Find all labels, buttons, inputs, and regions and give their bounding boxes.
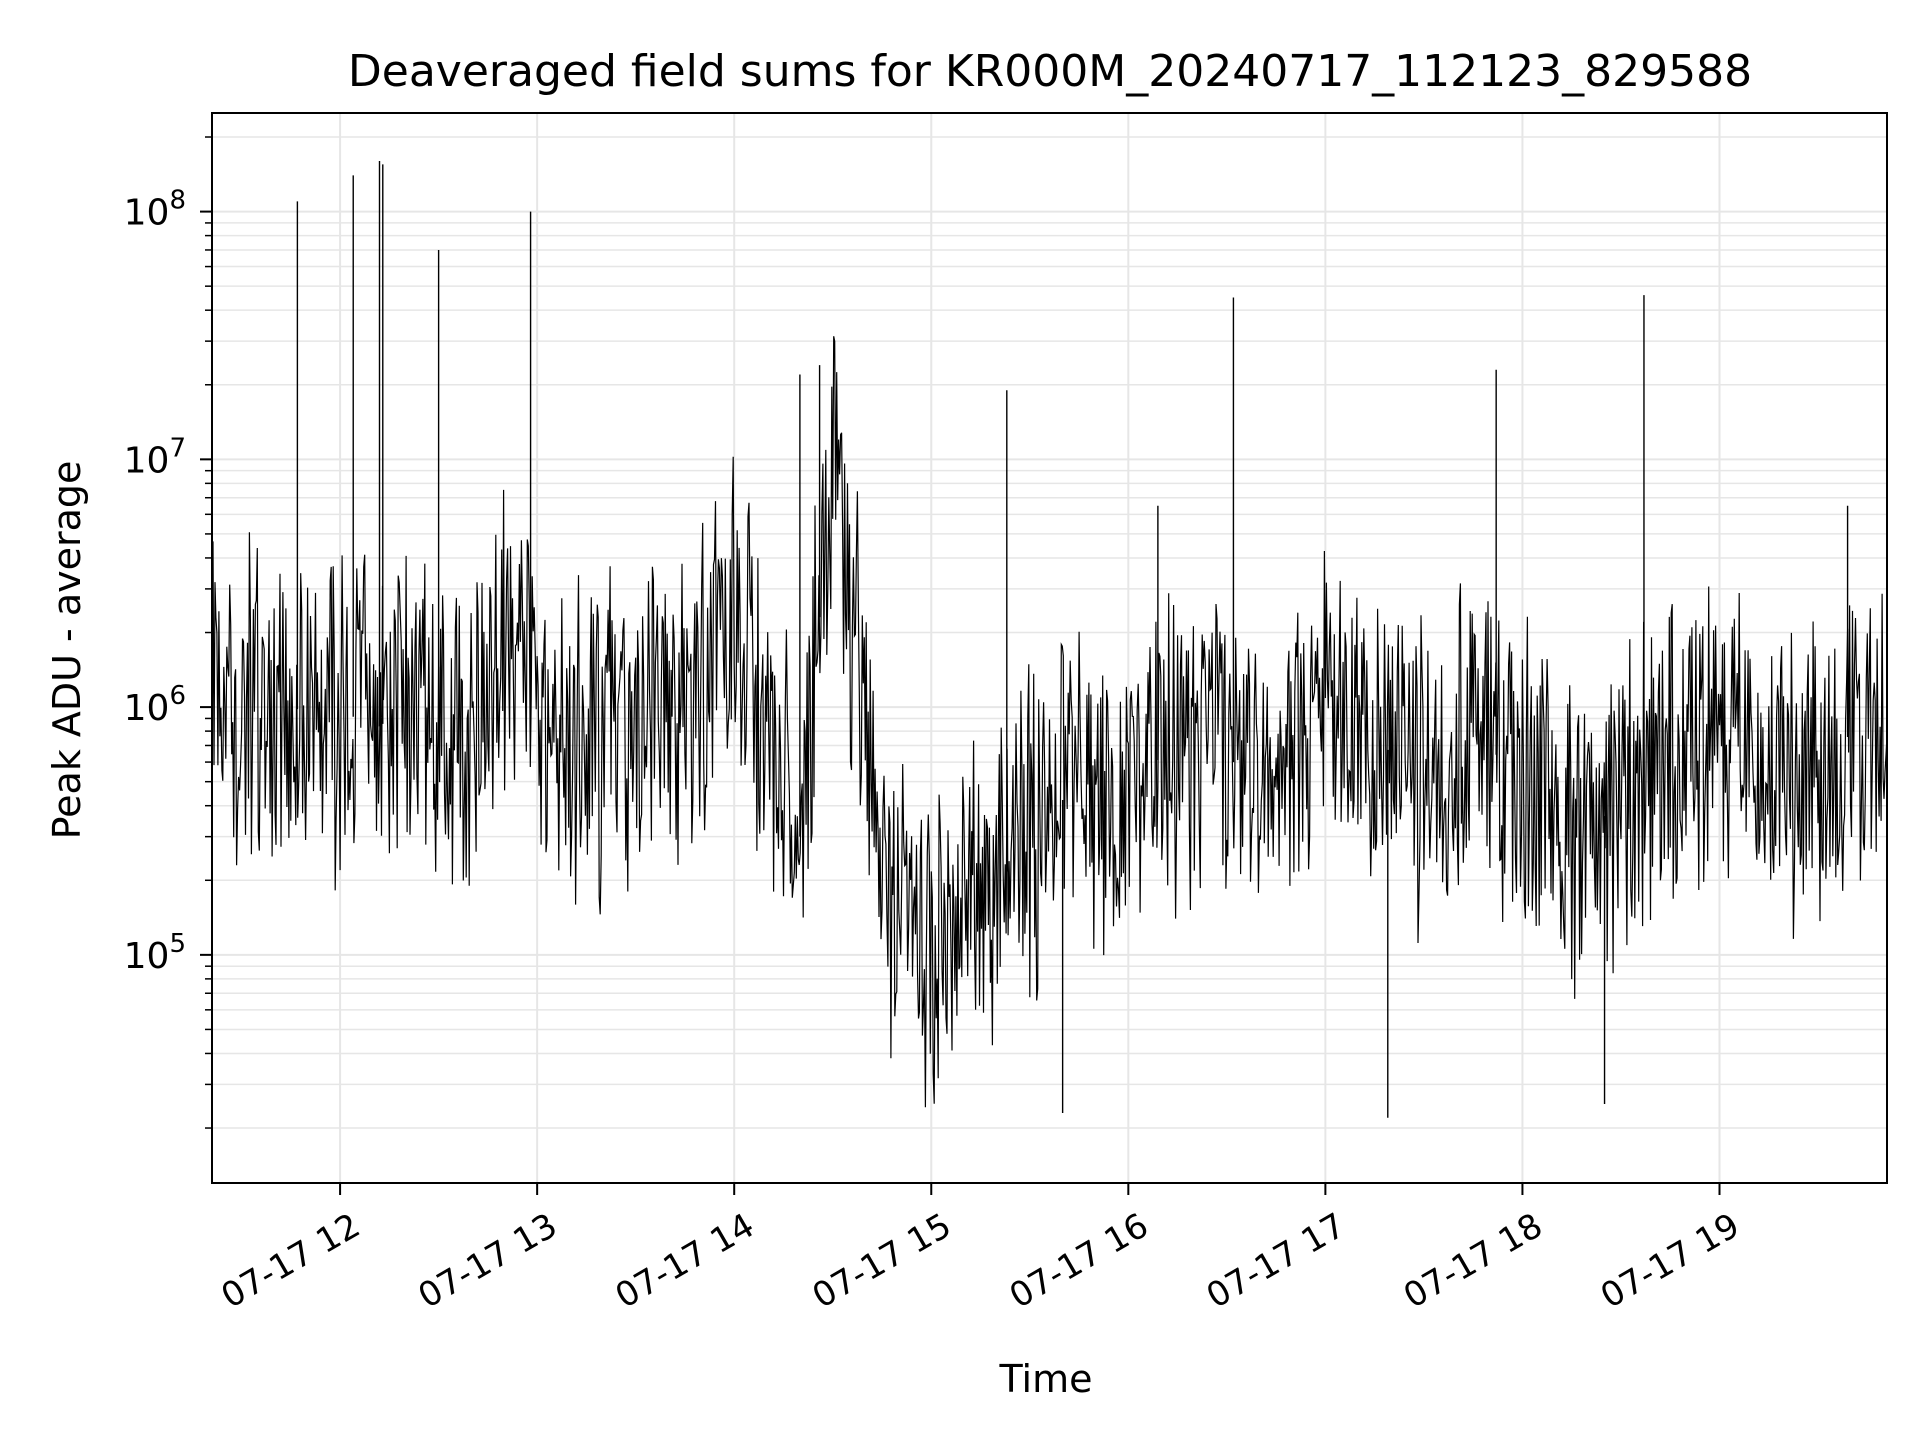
y-axis-label: Peak ADU - average bbox=[45, 461, 89, 840]
plot-line-group bbox=[211, 161, 1888, 1118]
y-tick-label: 105 bbox=[124, 929, 186, 977]
series-line bbox=[211, 336, 1888, 1108]
axes-frame bbox=[211, 112, 1888, 1184]
y-ticks: 105 106 107 108 bbox=[124, 136, 212, 1129]
x-axis-label: Time bbox=[999, 1357, 1093, 1401]
chart-title: Deaveraged field sums for KR000M_2024071… bbox=[348, 46, 1752, 97]
y-tick-label: 106 bbox=[124, 681, 186, 729]
y-tick-label: 108 bbox=[124, 186, 186, 234]
y-tick-label: 107 bbox=[124, 433, 186, 481]
